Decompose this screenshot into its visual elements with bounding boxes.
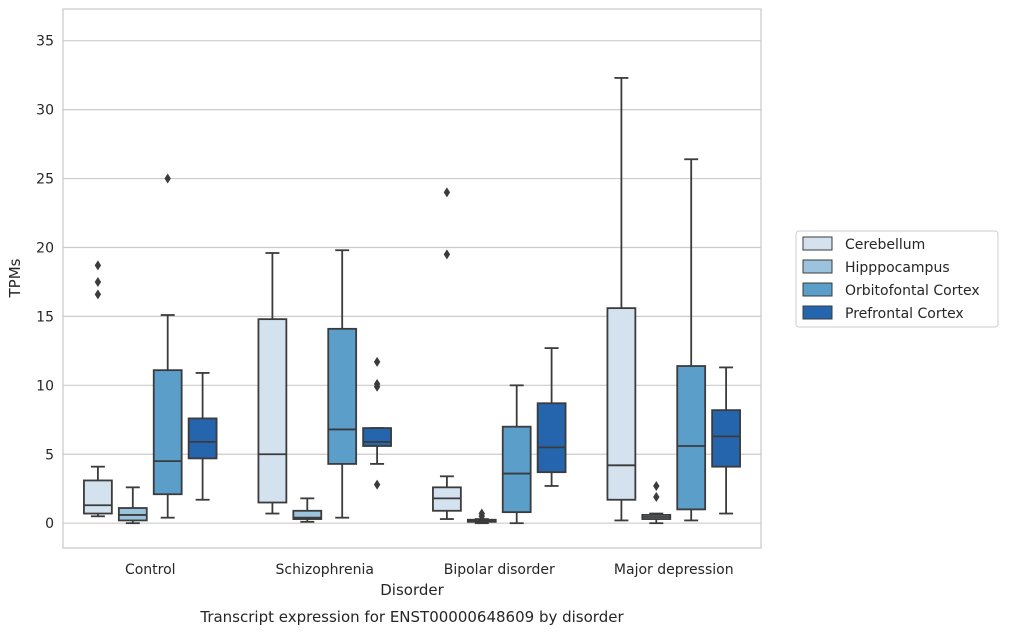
box-iqr (362, 427, 392, 447)
legend-label-1: Hipppocampus (845, 260, 950, 276)
y-tick-label-20: 20 (36, 240, 54, 256)
series-0 (83, 77, 637, 522)
box-2-0 (152, 173, 183, 519)
y-axis-title: TPMs (6, 258, 24, 298)
x-tick-label-1: Schizophrenia (276, 562, 374, 578)
x-tick-label-0: Control (125, 562, 176, 578)
box-iqr (676, 365, 707, 511)
series-2 (152, 158, 707, 525)
box-1-2 (466, 508, 497, 525)
box-iqr (292, 509, 323, 520)
box-3-0 (187, 372, 218, 501)
outlier-3 (373, 356, 381, 367)
y-tick-label-0: 0 (45, 516, 54, 532)
box-3-2 (536, 347, 567, 487)
y-tick-label-30: 30 (36, 103, 54, 119)
box-2-2 (501, 384, 532, 525)
plot-frame (62, 8, 762, 549)
box-iqr (501, 425, 532, 514)
legend-label-3: Prefrontal Cortex (845, 306, 964, 322)
box-2-3 (676, 158, 707, 522)
box-iqr (711, 409, 741, 468)
outlier-0 (653, 491, 660, 502)
box-0-1 (257, 252, 288, 515)
box-iqr (327, 327, 358, 465)
x-tick-label-3: Major depression (614, 562, 734, 578)
box-iqr (536, 402, 567, 474)
legend-frame (795, 230, 999, 328)
box-3-3 (711, 366, 741, 515)
y-tick-label-15: 15 (36, 309, 54, 325)
outlier-1 (94, 276, 102, 287)
x-tick-label-2: Bipolar disorder (444, 562, 555, 578)
outlier-0 (373, 479, 381, 490)
x-axis-ticks: Control Schizophrenia Bipolar disorder Majo… (125, 562, 734, 578)
outlier-2 (373, 378, 381, 389)
legend-label-2: Orbitofontal Cortex (845, 283, 980, 299)
box-iqr (152, 369, 183, 496)
box-1-3 (641, 480, 672, 525)
box-0-2 (432, 187, 462, 520)
y-tick-label-25: 25 (36, 172, 54, 188)
box-groups (83, 77, 741, 525)
legend-swatch-1 (802, 259, 833, 274)
legend-swatch-2 (802, 282, 833, 297)
legend-label-0: Cerebellum (845, 237, 925, 253)
box-2-1 (327, 249, 358, 519)
legend: Cerebellum Hipppocampus Orbitofontal Corte… (795, 230, 999, 328)
series-3 (187, 347, 741, 515)
y-tick-label-5: 5 (45, 447, 54, 463)
box-0-3 (606, 77, 637, 522)
series-1 (117, 480, 672, 525)
box-1-1 (292, 497, 323, 523)
outlier-2 (94, 260, 102, 271)
outlier-0 (164, 173, 171, 184)
box-iqr (187, 417, 218, 460)
box-iqr (606, 307, 637, 501)
y-axis-ticks: 0 5 10 15 20 25 30 35 (36, 34, 54, 532)
x-axis-title: Disorder (380, 581, 444, 599)
box-iqr (257, 318, 288, 504)
legend-swatch-3 (802, 305, 833, 320)
box-1-0 (117, 486, 148, 525)
legend-swatch-0 (802, 236, 833, 251)
outlier-1 (478, 508, 485, 519)
chart-caption: Transcript expression for ENST0000064860… (199, 608, 624, 626)
outlier-1 (653, 480, 660, 491)
outlier-0 (94, 289, 102, 300)
outlier-0 (443, 249, 451, 260)
box-3-1 (362, 356, 392, 490)
outlier-1 (443, 187, 451, 198)
y-tick-label-35: 35 (36, 34, 54, 50)
box-0-0 (83, 260, 113, 518)
y-tick-label-10: 10 (36, 378, 54, 394)
box-iqr (83, 479, 113, 515)
